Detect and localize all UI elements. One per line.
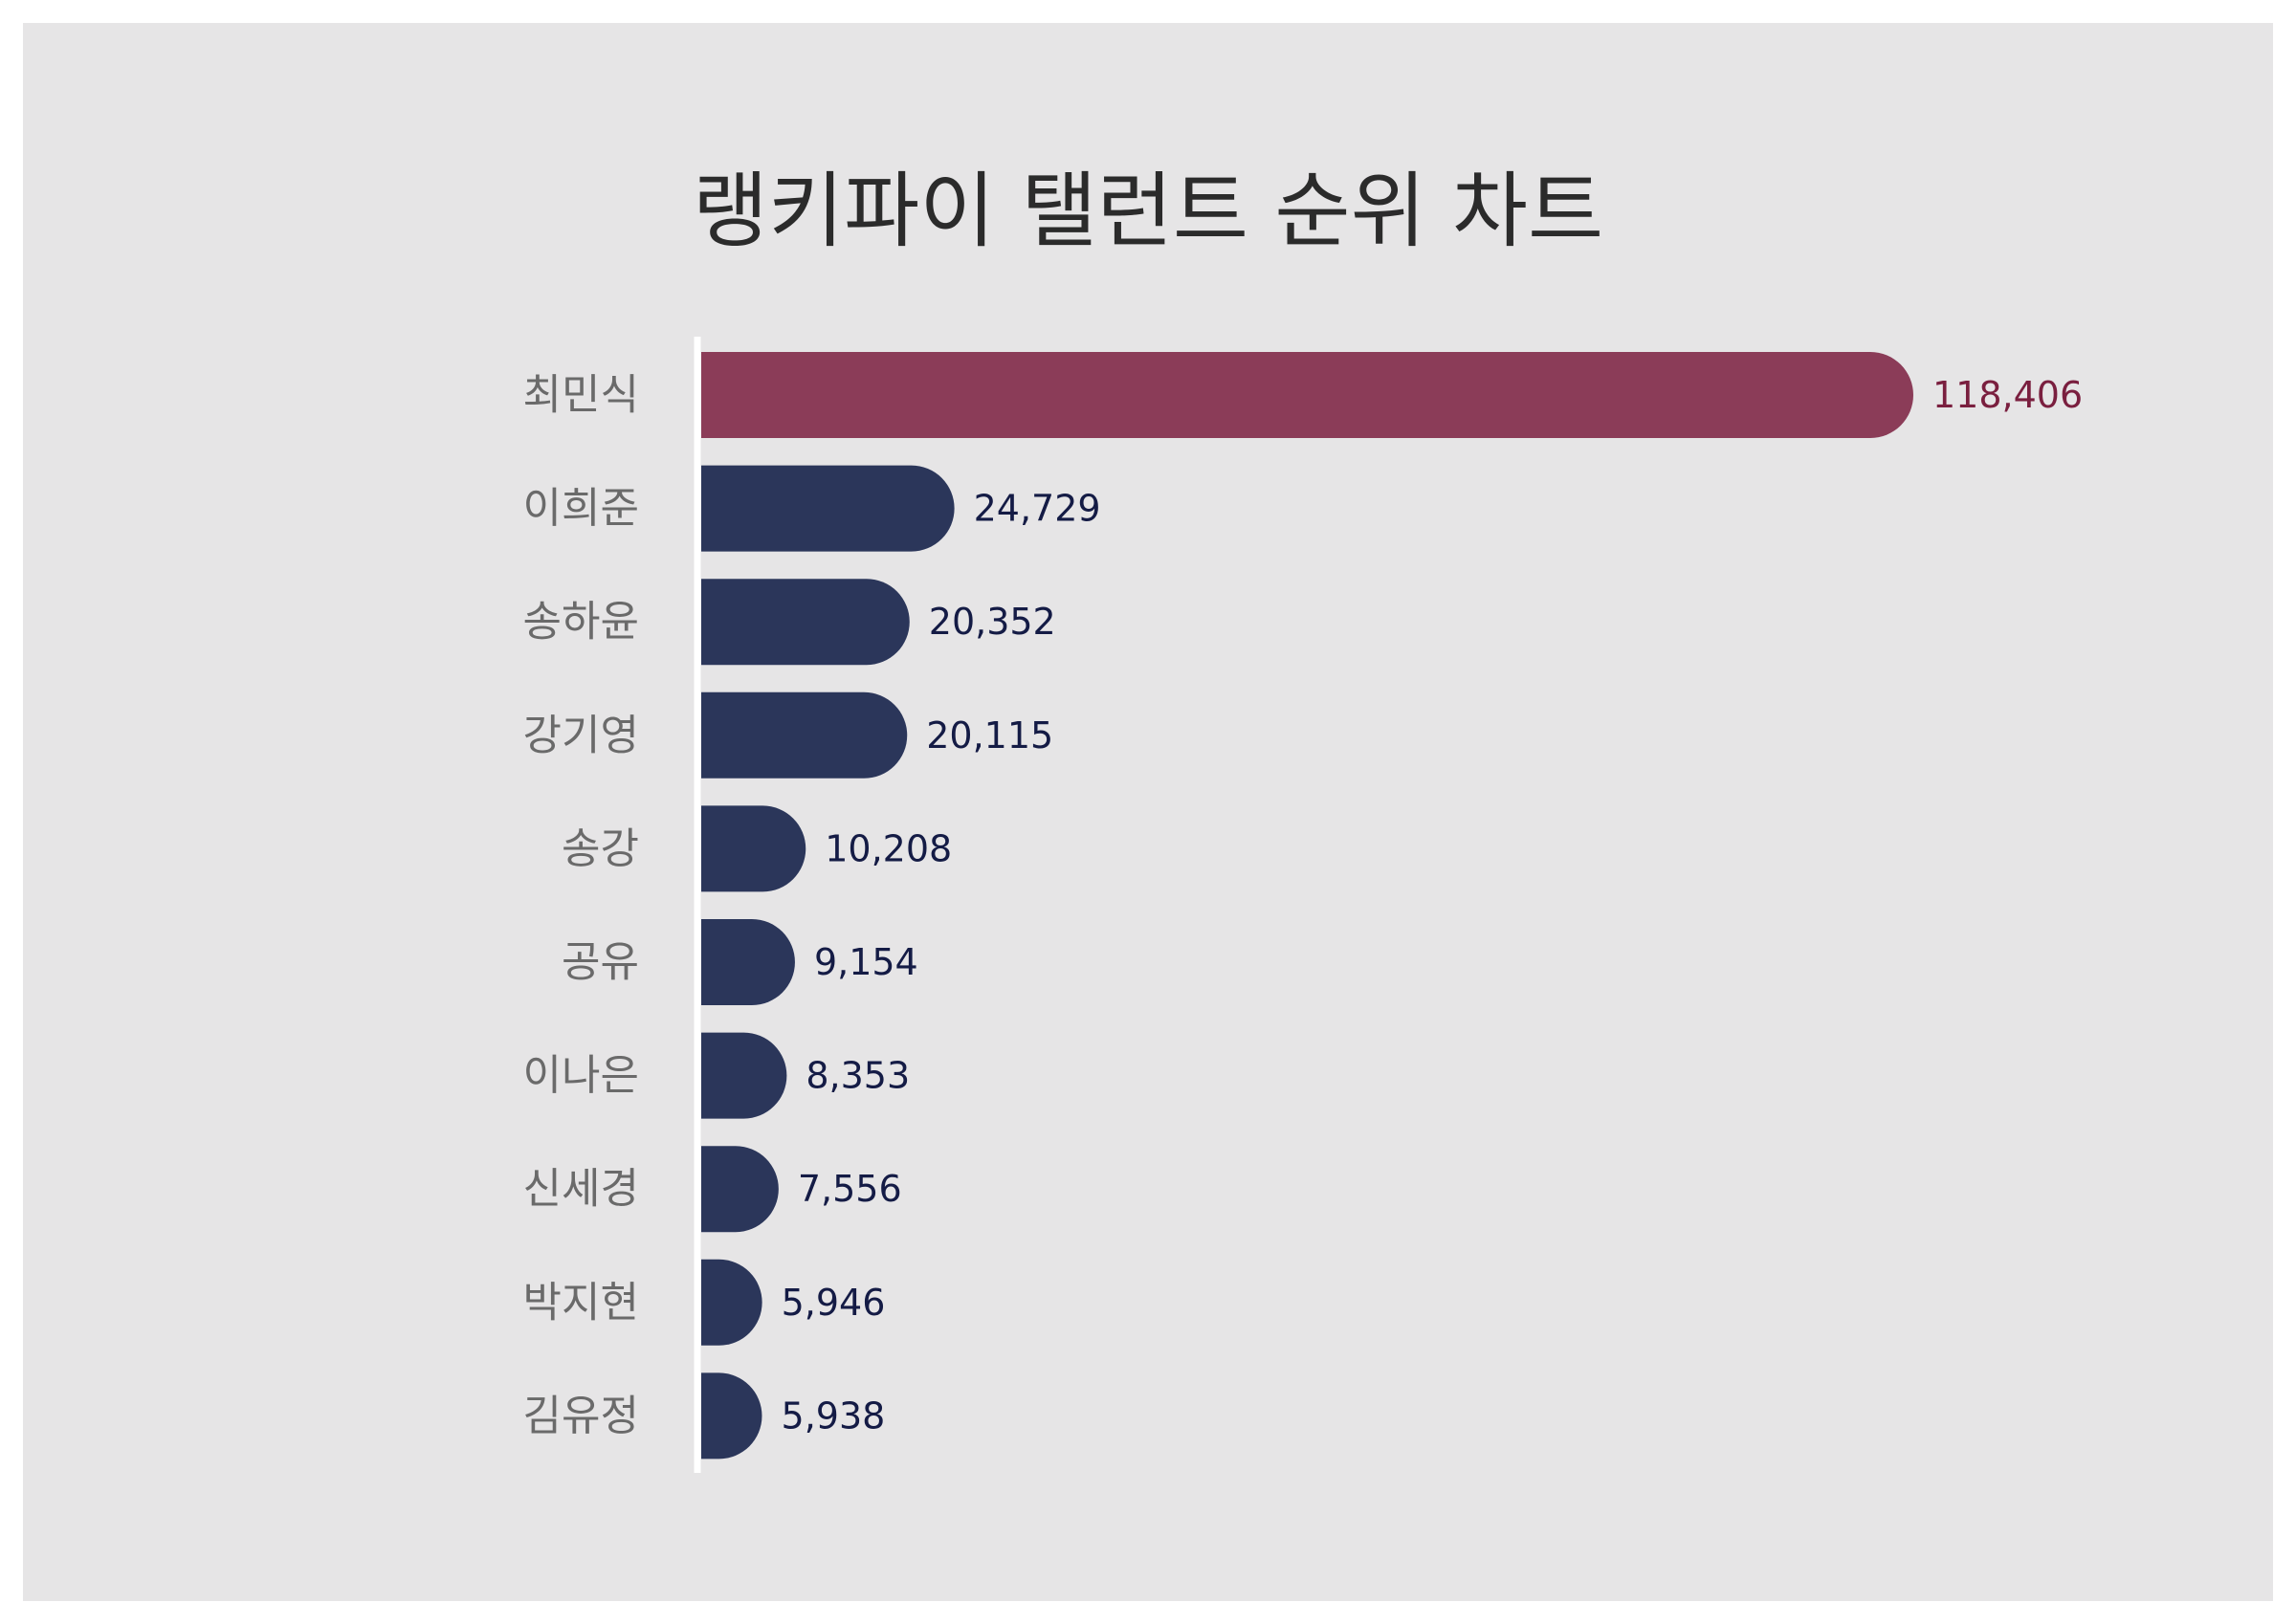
value-label: 5,938 (782, 1394, 886, 1437)
value-label: 9,154 (814, 941, 918, 983)
value-label: 5,946 (782, 1282, 886, 1324)
category-label: 송강 (562, 824, 639, 873)
category-label: 이희준 (523, 484, 639, 533)
category-label: 공유 (562, 938, 639, 987)
category-label: 최민식 (523, 371, 639, 420)
bar (701, 579, 910, 666)
chart-title: 랭키파이 탤런트 순위 차트 (692, 164, 1604, 259)
bar (701, 1259, 762, 1346)
value-label: 10,208 (825, 827, 952, 869)
bars-group (701, 352, 1913, 1459)
value-label: 20,115 (926, 714, 1053, 757)
category-label: 이나은 (523, 1051, 639, 1100)
bar (701, 1146, 779, 1233)
value-label: 20,352 (929, 601, 1056, 643)
category-label: 김유정 (523, 1392, 639, 1440)
bar (701, 465, 955, 552)
category-label: 신세경 (523, 1165, 639, 1214)
bar (701, 691, 908, 779)
bar (701, 352, 1913, 438)
value-label: 7,556 (798, 1168, 902, 1210)
bar (701, 1032, 787, 1119)
value-label: 118,406 (1932, 374, 2083, 416)
category-label: 박지현 (523, 1278, 639, 1327)
value-label: 24,729 (974, 488, 1101, 530)
bar (701, 805, 806, 892)
value-label: 8,353 (806, 1055, 910, 1097)
bar (701, 1372, 762, 1459)
category-label: 강기영 (523, 711, 639, 759)
bar (701, 919, 795, 1005)
category-label: 송하윤 (523, 598, 639, 647)
value-labels: 118,406 24,729 20,352 20,115 10,208 9,154 8,35… (782, 374, 2084, 1437)
chart-panel (23, 23, 2273, 1601)
